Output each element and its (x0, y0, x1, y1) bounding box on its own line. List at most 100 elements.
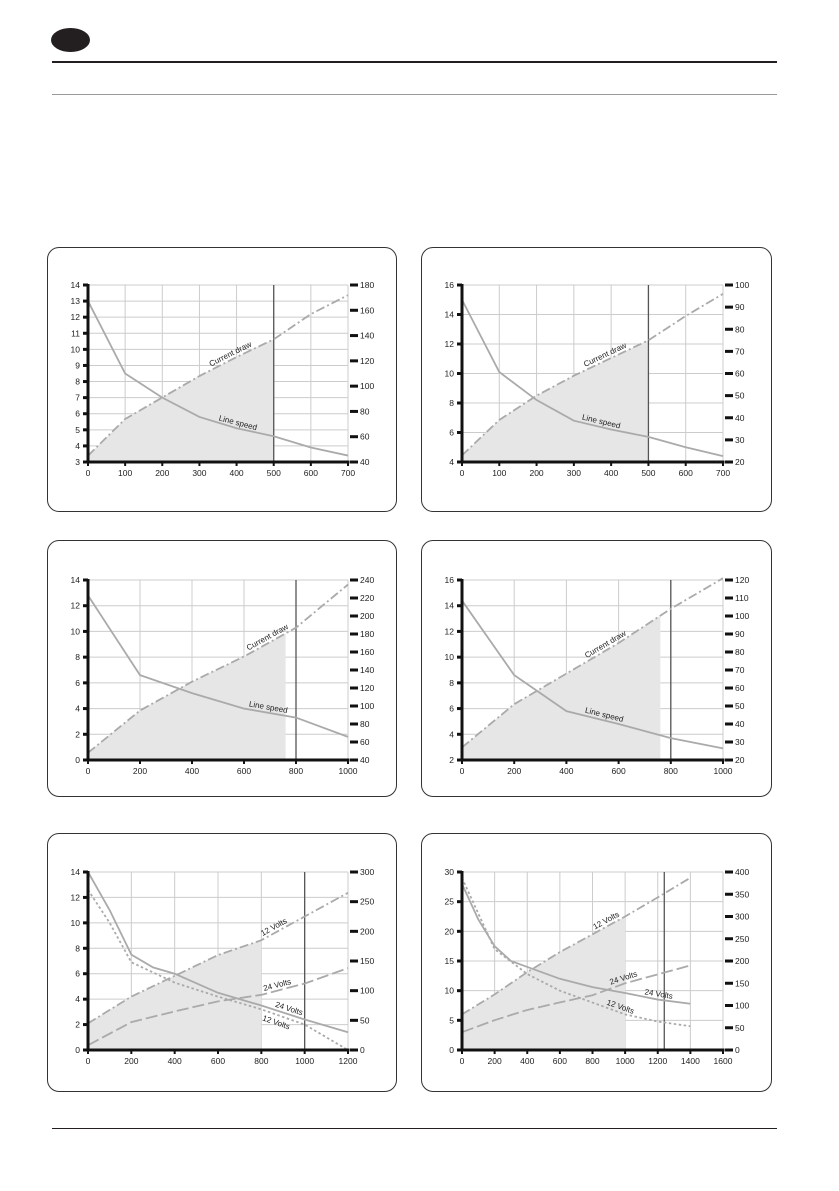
bottom-tick-label: 0 (460, 766, 465, 776)
bottom-tick-label: 600 (612, 766, 626, 776)
left-tick-label: 16 (445, 575, 455, 585)
right-tick-label: 140 (360, 331, 374, 341)
bottom-tick-label: 1400 (681, 1056, 700, 1066)
left-tick-label: 5 (449, 1015, 454, 1025)
left-tick-label: 2 (75, 1020, 80, 1030)
right-tick-label: 120 (360, 683, 374, 693)
series-line-current-draw (87, 583, 349, 754)
right-tick-label: 120 (360, 356, 374, 366)
right-tick-label: 300 (360, 867, 374, 877)
series-line-12-volts (461, 877, 691, 1016)
left-tick-label: 10 (445, 652, 455, 662)
right-tick-label: 100 (360, 986, 374, 996)
bottom-tick-label: 400 (229, 468, 243, 478)
bottom-tick-label: 800 (664, 766, 678, 776)
series-label: 12 Volts (261, 1014, 291, 1032)
chart-5: 24 Volts 12 Volts 12 Volts 24 Volts 0 2 4 6 8 10 1… (47, 833, 397, 1092)
right-tick-label: 60 (360, 737, 370, 747)
bottom-tick-label: 0 (86, 766, 91, 776)
series-line-24-volts (87, 967, 349, 1047)
left-tick-label: 4 (449, 729, 454, 739)
left-tick-label: 5 (75, 425, 80, 435)
shaded-operating-area (88, 339, 274, 462)
section-rule (52, 94, 777, 95)
bottom-tick-label: 600 (211, 1056, 225, 1066)
bottom-tick-label: 0 (460, 468, 465, 478)
left-tick-label: 12 (71, 601, 81, 611)
bottom-tick-label: 800 (289, 766, 303, 776)
left-tick-label: 8 (75, 377, 80, 387)
bottom-tick-label: 700 (341, 468, 355, 478)
bottom-tick-label: 100 (118, 468, 132, 478)
right-tick-label: 180 (360, 629, 374, 639)
right-tick-label: 50 (735, 391, 745, 401)
right-tick-label: 70 (735, 665, 745, 675)
left-tick-label: 30 (445, 867, 455, 877)
left-tick-label: 25 (445, 897, 455, 907)
bottom-tick-label: 800 (254, 1056, 268, 1066)
right-tick-label: 160 (360, 305, 374, 315)
right-tick-label: 60 (735, 369, 745, 379)
left-tick-label: 0 (75, 755, 80, 765)
bottom-tick-label: 700 (716, 468, 730, 478)
bottom-tick-label: 1000 (295, 1056, 314, 1066)
series-line-line-speed (461, 600, 724, 750)
bottom-tick-label: 400 (520, 1056, 534, 1066)
bottom-tick-label: 600 (304, 468, 318, 478)
bottom-tick-label: 500 (641, 468, 655, 478)
shaded-operating-area (88, 633, 286, 760)
right-tick-label: 50 (735, 701, 745, 711)
bottom-tick-label: 100 (492, 468, 506, 478)
left-tick-label: 16 (445, 280, 455, 290)
series-line-current-draw (461, 293, 724, 457)
right-tick-label: 60 (735, 683, 745, 693)
right-tick-label: 400 (735, 867, 749, 877)
series-line-line-speed (87, 594, 349, 738)
right-tick-label: 30 (735, 737, 745, 747)
left-tick-label: 13 (71, 296, 81, 306)
series-line-line-speed (87, 300, 349, 457)
right-tick-label: 150 (735, 978, 749, 988)
chart-6: 24 Volts 12 Volts 12 Volts 24 Volts 0 5 10 15 20… (421, 833, 772, 1092)
right-tick-label: 80 (735, 647, 745, 657)
bottom-tick-label: 200 (155, 468, 169, 478)
left-tick-label: 8 (75, 652, 80, 662)
chart-3: Line speed Current draw 0 2 4 6 8 10 12 14 40 60 80 1… (47, 540, 397, 797)
bottom-tick-label: 600 (237, 766, 251, 776)
right-tick-label: 20 (735, 755, 745, 765)
right-tick-label: 50 (360, 1015, 370, 1025)
right-tick-label: 110 (735, 593, 749, 603)
left-tick-label: 10 (445, 369, 455, 379)
right-tick-label: 250 (360, 897, 374, 907)
chart-1: Line speed Current draw 3 4 5 6 7 8 9 10 11 12 13 14 4… (47, 247, 397, 512)
right-tick-label: 160 (360, 647, 374, 657)
right-tick-label: 350 (735, 889, 749, 899)
left-tick-label: 6 (449, 428, 454, 438)
left-tick-label: 9 (75, 360, 80, 370)
left-tick-label: 14 (445, 601, 455, 611)
left-tick-label: 14 (71, 867, 81, 877)
right-tick-label: 40 (360, 755, 370, 765)
series-line-current-draw (461, 577, 724, 749)
left-tick-label: 4 (75, 994, 80, 1004)
series-line-12-volts (87, 891, 349, 1025)
left-tick-label: 12 (445, 339, 455, 349)
left-tick-label: 3 (75, 457, 80, 467)
series-label: 12 Volts (259, 916, 288, 938)
bottom-tick-label: 0 (86, 468, 91, 478)
language-badge (51, 28, 90, 52)
shaded-operating-area (462, 916, 626, 1050)
right-tick-label: 100 (360, 381, 374, 391)
right-tick-label: 220 (360, 593, 374, 603)
right-tick-label: 100 (735, 280, 749, 290)
left-tick-label: 6 (75, 969, 80, 979)
bottom-tick-label: 800 (585, 1056, 599, 1066)
left-tick-label: 4 (449, 457, 454, 467)
left-tick-label: 14 (71, 280, 81, 290)
right-tick-label: 80 (735, 324, 745, 334)
chart-2: Line speed Current draw 4 6 8 10 12 14 16 20 30 40 5… (421, 247, 772, 512)
right-tick-label: 60 (360, 432, 370, 442)
left-tick-label: 14 (71, 575, 81, 585)
